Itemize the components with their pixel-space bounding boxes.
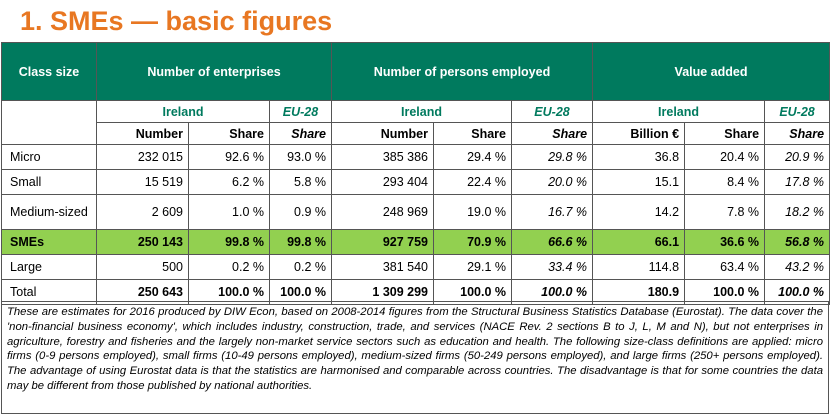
cell: 36.8 xyxy=(592,144,686,170)
header-enterprises: Number of enterprises xyxy=(96,42,332,101)
col-number: Number xyxy=(96,122,189,145)
cell: 29.8 % xyxy=(510,144,594,170)
cell: 0.2 % xyxy=(188,254,270,280)
cell: 500 xyxy=(96,254,189,280)
cell: 1.0 % xyxy=(188,194,270,230)
col-share: Share xyxy=(433,122,512,145)
cell: 63.4 % xyxy=(684,254,766,280)
subheader-ireland: Ireland xyxy=(96,100,270,123)
cell: 385 386 xyxy=(331,144,434,170)
table-row-micro: Micro 232 015 92.6 % 93.0 % 385 386 29.4… xyxy=(1,144,831,170)
cell: 293 404 xyxy=(331,169,434,195)
cell: 250 643 xyxy=(96,279,189,305)
cell: 248 969 xyxy=(331,194,434,230)
row-label: Micro xyxy=(1,144,97,170)
cell: 100.0 % xyxy=(510,279,594,305)
col-share: Share xyxy=(188,122,270,145)
subheader-ireland: Ireland xyxy=(592,100,766,123)
row-label: Total xyxy=(1,279,97,305)
cell: 43.2 % xyxy=(764,254,831,280)
col-share: Share xyxy=(684,122,766,145)
col-share-eu: Share xyxy=(764,122,831,145)
cell: 66.1 xyxy=(592,229,686,255)
cell: 29.1 % xyxy=(433,254,512,280)
cell: 66.6 % xyxy=(510,229,594,255)
blank-cell xyxy=(1,100,97,145)
cell: 381 540 xyxy=(331,254,434,280)
cell: 100.0 % xyxy=(764,279,831,305)
cell: 180.9 xyxy=(592,279,686,305)
cell: 16.7 % xyxy=(510,194,594,230)
header-employed: Number of persons employed xyxy=(330,42,594,101)
table-row-total: Total 250 643 100.0 % 100.0 % 1 309 299 … xyxy=(1,279,831,305)
cell: 36.6 % xyxy=(684,229,766,255)
cell: 99.8 % xyxy=(269,229,332,255)
cell: 29.4 % xyxy=(433,144,512,170)
cell: 92.6 % xyxy=(188,144,270,170)
table-row-medium: Medium-sized 2 609 1.0 % 0.9 % 248 969 1… xyxy=(1,194,831,230)
sme-figures-table: Class size Number of enterprises Number … xyxy=(1,42,831,305)
cell: 250 143 xyxy=(96,229,189,255)
page-title: 1. SMEs — basic figures xyxy=(20,6,333,36)
cell: 927 759 xyxy=(331,229,434,255)
cell: 99.8 % xyxy=(188,229,270,255)
cell: 20.0 % xyxy=(510,169,594,195)
cell: 93.0 % xyxy=(269,144,332,170)
col-share-eu: Share xyxy=(269,122,332,145)
header-value-added: Value added xyxy=(592,42,831,101)
cell: 33.4 % xyxy=(510,254,594,280)
cell: 14.2 xyxy=(592,194,686,230)
cell: 2 609 xyxy=(96,194,189,230)
col-billion: Billion € xyxy=(592,122,686,145)
cell: 15.1 xyxy=(592,169,686,195)
cell: 114.8 xyxy=(592,254,686,280)
cell: 70.9 % xyxy=(433,229,512,255)
cell: 100.0 % xyxy=(269,279,332,305)
table-row-smes: SMEs 250 143 99.8 % 99.8 % 927 759 70.9 … xyxy=(1,229,831,255)
subheader-eu28: EU-28 xyxy=(269,100,332,123)
cell: 6.2 % xyxy=(188,169,270,195)
subheader-eu28: EU-28 xyxy=(764,100,831,123)
table-subheader-row: Ireland EU-28 Ireland EU-28 Ireland EU-2… xyxy=(1,100,831,145)
row-label: Medium-sized xyxy=(1,194,97,230)
cell: 15 519 xyxy=(96,169,189,195)
subheader-ireland: Ireland xyxy=(331,100,512,123)
cell: 0.9 % xyxy=(269,194,332,230)
cell: 19.0 % xyxy=(433,194,512,230)
cell: 232 015 xyxy=(96,144,189,170)
table-header-row: Class size Number of enterprises Number … xyxy=(1,42,831,101)
cell: 18.2 % xyxy=(764,194,831,230)
cell: 0.2 % xyxy=(269,254,332,280)
row-label: Small xyxy=(1,169,97,195)
cell: 5.8 % xyxy=(269,169,332,195)
row-label: SMEs xyxy=(1,229,97,255)
cell: 100.0 % xyxy=(684,279,766,305)
cell: 22.4 % xyxy=(433,169,512,195)
header-class-size: Class size xyxy=(1,42,97,101)
cell: 17.8 % xyxy=(764,169,831,195)
subheader-eu28: EU-28 xyxy=(510,100,594,123)
column-header-row: Number Share Share Number Share Share Bi… xyxy=(2,122,831,145)
table-row-large: Large 500 0.2 % 0.2 % 381 540 29.1 % 33.… xyxy=(1,254,831,280)
cell: 56.8 % xyxy=(764,229,831,255)
col-share-eu: Share xyxy=(510,122,594,145)
cell: 8.4 % xyxy=(684,169,766,195)
table-row-small: Small 15 519 6.2 % 5.8 % 293 404 22.4 % … xyxy=(1,169,831,195)
col-number: Number xyxy=(331,122,434,145)
cell: 20.9 % xyxy=(764,144,831,170)
cell: 7.8 % xyxy=(684,194,766,230)
footnote: These are estimates for 2016 produced by… xyxy=(1,301,829,414)
row-label: Large xyxy=(1,254,97,280)
cell: 20.4 % xyxy=(684,144,766,170)
